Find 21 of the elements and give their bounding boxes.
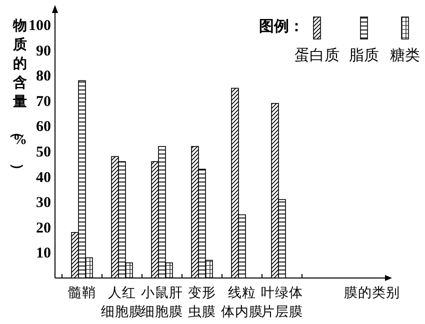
y-tick-label: 10 [36, 246, 51, 262]
y-tick-label: 80 [36, 68, 51, 85]
x-tick-label: 变形虫膜 [188, 285, 216, 319]
y-tick-label: 100 [28, 18, 51, 34]
y-tick-label: 40 [36, 170, 51, 186]
x-axis-title: 膜的类别 [344, 285, 400, 300]
y-tick-label: 90 [36, 43, 51, 60]
y-tick-label: 60 [36, 119, 51, 136]
x-tick-label: 线粒体内膜 [221, 285, 263, 319]
y-axis-title: 物质的含量（%） [9, 18, 27, 177]
y-tick-label: 70 [36, 94, 51, 110]
x-tick-label: 小鼠肝细胞膜 [141, 285, 183, 319]
legend-title: 图例： [259, 18, 304, 35]
y-tick-label: 20 [36, 220, 51, 236]
y-tick-label: 30 [36, 195, 51, 212]
y-tick-label: 50 [36, 144, 51, 160]
legend-label: 脂质 [349, 47, 379, 64]
legend-label: 蛋白质 [294, 47, 340, 64]
x-tick-label: 髓鞘 [68, 285, 96, 300]
x-tick-label: 叶绿体片层膜 [261, 285, 303, 319]
legend-label: 糖类 [390, 47, 420, 64]
